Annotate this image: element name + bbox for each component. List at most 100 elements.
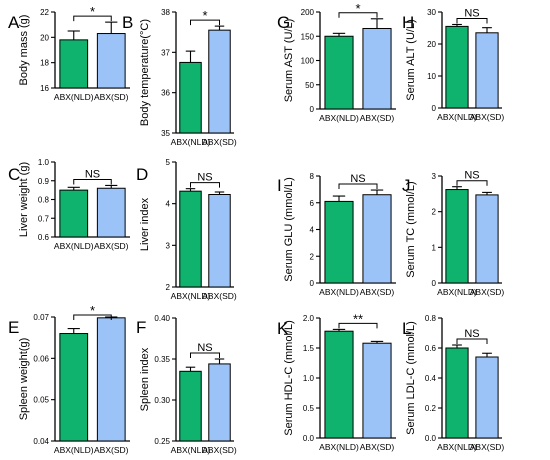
x-tick-label: ABX(SD) [470,287,505,297]
panel-letter: C [8,165,20,184]
bar-nld [445,347,469,439]
panel-k: K 0.0 0.5 1.0 1.5 2.0 Serum HDL-C (mmol/L) ABX(… [277,311,396,452]
panel-letter: B [122,13,133,32]
y-tick-label: 6 [310,199,315,208]
y-tick-label: 3 [166,241,171,250]
panel-letter: H [402,13,414,32]
x-tick-label: ABX(SD) [202,137,237,147]
y-tick-label: 150 [301,32,315,41]
x-tick-label: ABX(SD) [470,442,505,452]
y-tick-label: 4 [310,226,315,235]
significance-bracket [73,178,112,185]
panel-g: G 0 50 100 150 200 Serum AST (U/L) ABX(NLD) ABX(… [277,1,396,123]
significance-label: NS [350,173,365,185]
significance-label: NS [85,168,100,180]
significance-label: NS [464,328,479,340]
significance-label: NS [197,172,212,184]
bar-sd [96,33,126,89]
panel-b: B 35 36 37 38 Body temperature(°C) ABX(NLD)ABX… [122,8,237,147]
x-tick-label: ABX(SD) [202,291,237,301]
y-tick-label: 8 [310,172,315,181]
y-tick-label: 0.40 [154,314,170,323]
panel-h: H 0 10 20 30 Serum ALT (U/L) ABX(NLD)ABX(SD) NS [402,7,504,122]
significance-bracket [73,15,112,22]
bar-nld [324,200,354,284]
x-tick-label: ABX(NLD) [54,241,94,251]
y-axis-label: Body mass (g) [18,15,30,86]
significance-bracket [456,180,488,186]
x-tick-label: ABX(NLD) [437,442,477,452]
panel-e: E 0.04 0.05 0.06 0.07 Spleen weight(g) ABX(NLD… [8,303,130,455]
bar-sd [208,194,231,288]
y-axis-label: Liver index [139,197,151,251]
panel-letter: D [136,165,148,184]
panel-f: F 0.25 0.30 0.35 0.40 Spleen index ABX(NLD)ABX… [136,314,237,455]
y-tick-label: 20 [40,33,49,42]
y-tick-label: 0.30 [154,396,170,405]
significance-bracket [338,12,378,18]
panel-j: J 0 1 2 3 Serum TC (mmol/L) ABX(NLD)ABX(SD) NS [402,170,504,297]
bar-nld [324,330,354,439]
y-tick-label: 50 [305,81,314,90]
panel-letter: E [8,318,19,337]
bar-sd [362,194,392,284]
y-tick-label: 0.2 [425,404,437,413]
y-tick-label: 0 [432,104,437,113]
x-tick-label: ABX(NLD) [171,137,211,147]
y-tick-label: 0.4 [425,374,437,383]
y-tick-label: 0.6 [38,233,50,242]
x-tick-label: ABX(SD) [470,112,505,122]
y-axis-label: Spleen index [139,347,151,411]
y-tick-label: 20 [427,40,436,49]
y-tick-label: 1.0 [38,158,50,167]
bar-nld [179,370,202,442]
significance-label: * [202,8,207,23]
x-tick-label: ABX(SD) [360,113,395,123]
significance-bracket [456,17,488,24]
y-tick-label: 35 [161,129,170,138]
y-axis-label: Serum ALT (U/L) [405,19,417,101]
y-tick-label: 2 [310,252,315,261]
x-tick-label: ABX(NLD) [319,442,359,452]
panel-letter: F [136,318,146,337]
y-tick-label: 22 [40,8,49,17]
bar-sd [96,317,126,442]
y-tick-label: 3 [432,172,437,181]
y-tick-label: 0.07 [33,313,49,322]
y-tick-label: 10 [427,72,436,81]
y-tick-label: 200 [301,8,315,17]
y-tick-label: 0.0 [425,434,437,443]
y-tick-label: 2 [166,283,171,292]
y-axis-label: Serum AST (U/L) [283,19,295,103]
panel-d: D 2 3 4 5 Liver index ABX(NLD)ABX(SD) NS [136,158,237,301]
y-tick-label: 16 [40,84,49,93]
bar-sd [475,194,499,284]
y-axis-label: Serum LDL-C (mmol/L) [405,321,417,435]
y-tick-label: 37 [161,48,170,57]
y-tick-label: 0 [310,279,315,288]
panel-letter: J [402,176,411,195]
panel-i: I 0 2 4 6 8 Serum GLU (mmol/L) ABX(NLD) ABX(SD) N… [277,172,396,297]
x-tick-label: ABX(NLD) [171,291,211,301]
y-tick-label: 0.6 [425,344,437,353]
bar-sd [208,29,231,134]
x-tick-label: ABX(NLD) [437,287,477,297]
bar-sd [362,342,392,439]
bar-sd [96,187,126,238]
significance-label: ** [353,311,363,326]
x-tick-label: ABX(NLD) [437,112,477,122]
bar-nld [445,25,469,109]
significance-bracket [456,338,488,344]
y-tick-label: 0.7 [38,214,50,223]
y-tick-label: 0.8 [38,196,50,205]
y-tick-label: 0.5 [303,404,315,413]
y-tick-label: 2 [432,208,437,217]
y-tick-label: 36 [161,89,170,98]
y-tick-label: 0.04 [33,437,49,446]
panel-letter: G [277,13,290,32]
x-tick-label: ABX(NLD) [54,92,94,102]
significance-bracket [190,19,220,26]
bar-sd [208,363,231,442]
x-tick-label: ABX(NLD) [171,445,211,455]
panel-a: A 16 18 20 22 Body mass (g) ABX(NLD) ABX(SD) * [8,4,130,102]
